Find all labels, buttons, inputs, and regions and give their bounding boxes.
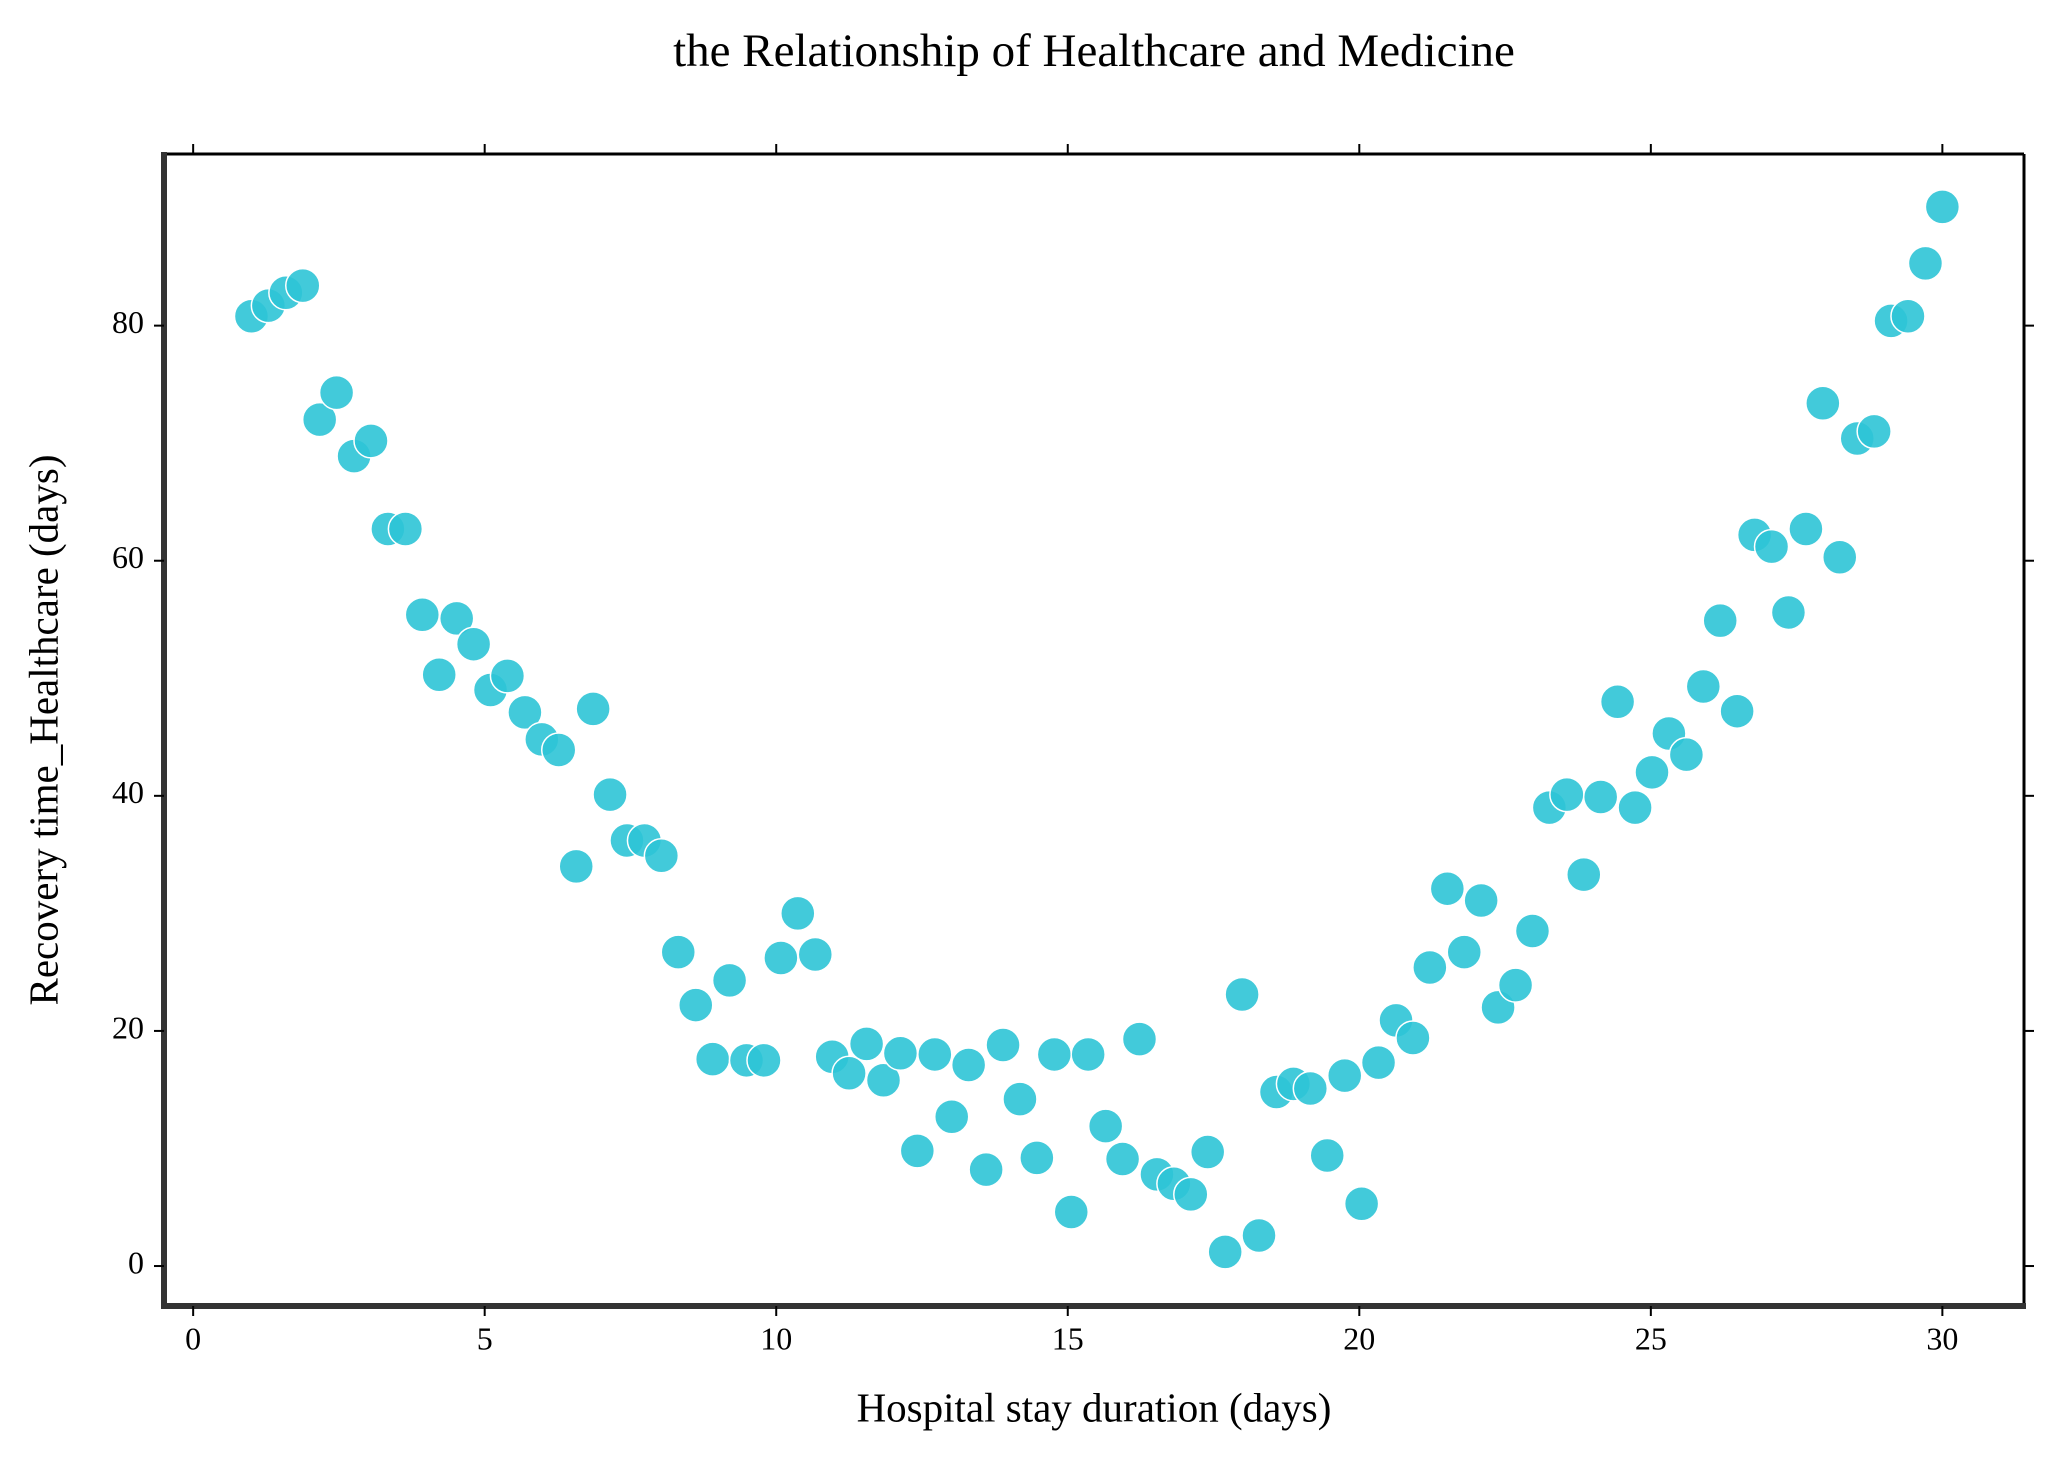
point [1292,1070,1329,1107]
point [882,1035,919,1072]
point [1753,528,1790,565]
point [301,401,338,438]
point [1599,684,1636,720]
point [575,691,611,727]
point [694,1041,731,1077]
point [387,511,424,547]
point [1719,693,1755,729]
point [917,1036,953,1073]
point [540,732,577,768]
point [1412,949,1448,986]
point [660,934,697,970]
point [1087,1108,1124,1144]
point [285,267,321,304]
point [1036,1036,1073,1073]
x-tick-label: 25 [1635,1320,1667,1356]
point [1224,976,1260,1013]
point [1805,385,1841,421]
point [985,1027,1021,1063]
x-tick-label: 15 [1052,1320,1084,1356]
point [1189,1134,1226,1170]
point [1549,776,1585,813]
point [1173,1176,1209,1213]
point [1856,413,1892,450]
point [1070,1036,1106,1073]
x-tick-label: 20 [1343,1320,1375,1356]
point [592,776,628,813]
point [780,895,816,932]
x-tick-label: 0 [185,1320,201,1356]
point [1104,1141,1141,1177]
point [1634,754,1670,791]
point [1497,967,1534,1003]
y-tick-label: 40 [112,774,144,810]
y-axis-label: Recovery time_Healthcare (days) [20,455,66,1006]
point [318,374,355,411]
x-tick-label: 5 [477,1320,493,1356]
point [1514,913,1551,949]
point [1002,1081,1038,1117]
point [1446,934,1483,970]
point [797,936,834,973]
point [711,962,748,999]
point [455,626,492,662]
point [1121,1021,1158,1057]
point [1617,789,1653,826]
point [1702,602,1738,639]
point [1668,736,1705,773]
point [1360,1044,1397,1081]
point [421,657,457,693]
point [1241,1217,1277,1254]
point [558,848,594,885]
point [746,1042,782,1079]
point [1566,856,1602,893]
point [1685,668,1722,705]
point [763,940,799,976]
point [1770,594,1807,631]
point [1395,1020,1431,1056]
x-tick-label: 30 [1926,1320,1958,1356]
y-tick-label: 60 [112,539,144,575]
point [1207,1234,1243,1270]
point [933,1098,970,1135]
point [507,694,543,731]
point [899,1133,936,1169]
point [950,1047,987,1083]
point [1019,1140,1055,1176]
point [1788,511,1824,547]
x-axis-label: Hospital stay duration (days) [857,1384,1332,1430]
y-tick-label: 80 [112,304,144,340]
point [1907,245,1944,282]
y-tick-label: 0 [128,1244,144,1280]
chart-title: the Relationship of Healthcare and Medic… [673,25,1515,77]
point [1309,1137,1345,1174]
y-tick-label: 20 [112,1009,144,1045]
point [489,658,526,694]
point [438,600,475,637]
point [404,597,441,633]
point [848,1026,885,1062]
point [865,1062,902,1099]
point [831,1055,867,1091]
point [1890,298,1926,334]
point [1924,189,1961,225]
point [1053,1194,1090,1230]
x-tick-label: 10 [760,1320,792,1356]
point [1429,870,1466,907]
point [1821,539,1858,575]
point [1582,779,1619,815]
point [678,987,714,1023]
point [353,423,389,459]
point [1463,882,1499,919]
point [1343,1185,1380,1222]
point [1326,1057,1363,1094]
point [968,1151,1004,1188]
point [643,838,680,874]
